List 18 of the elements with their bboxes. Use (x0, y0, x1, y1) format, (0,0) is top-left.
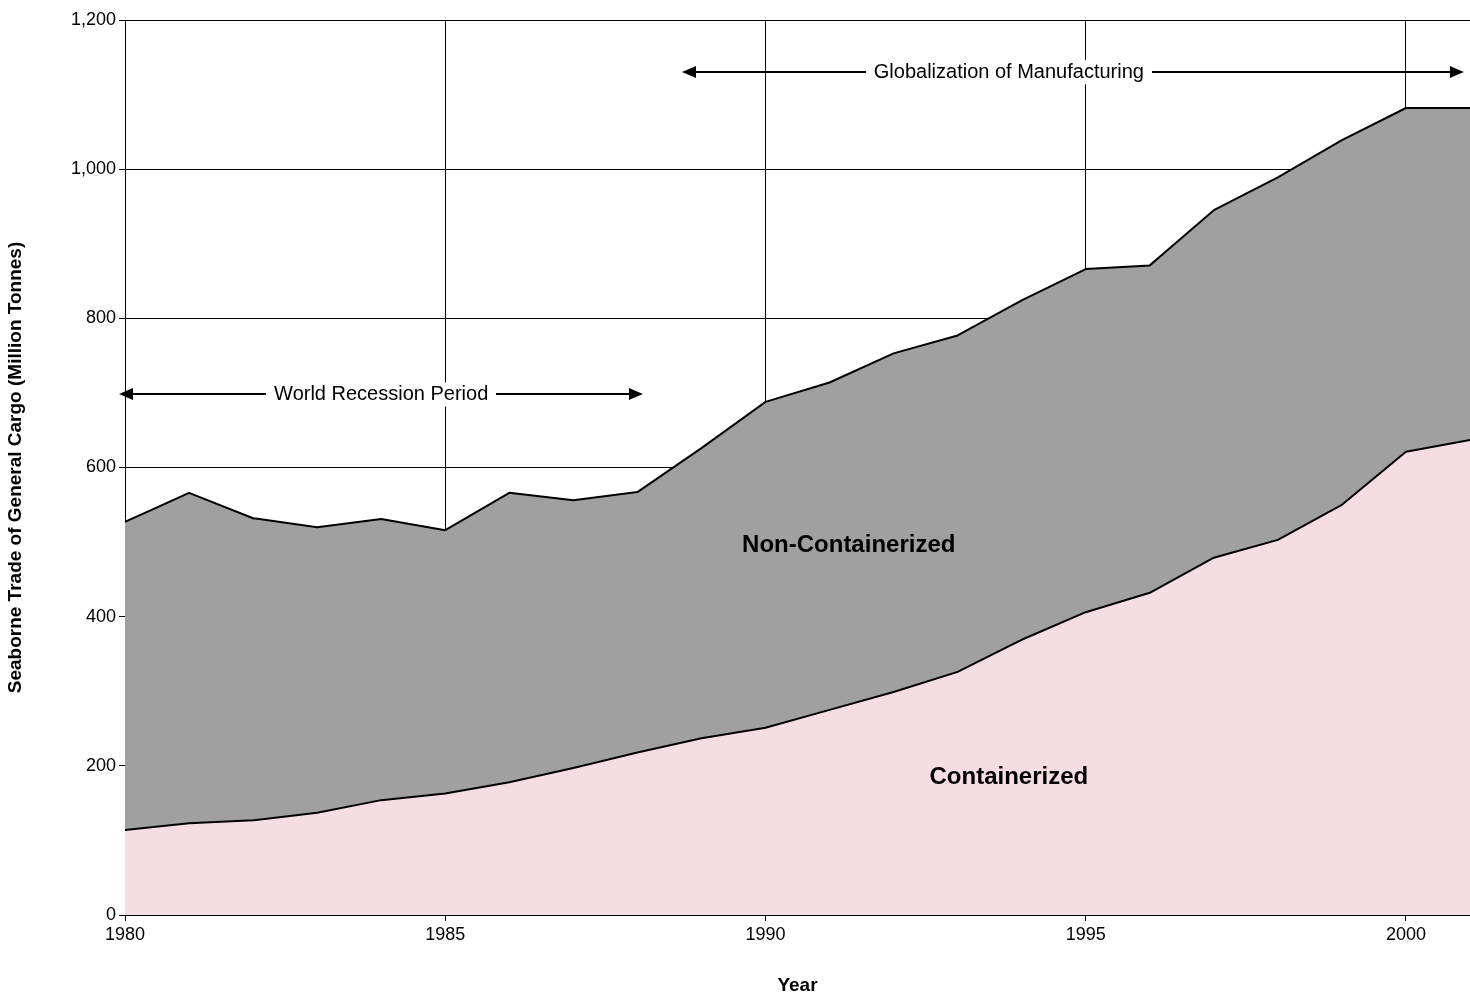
series-label: Non-Containerized (742, 530, 956, 558)
x-tick-label: 1990 (745, 923, 786, 944)
y-tick-label: 400 (85, 605, 116, 626)
y-tick-label: 1,200 (70, 8, 116, 29)
x-tick-label: 1980 (104, 923, 146, 944)
x-tick-label: 2000 (1385, 923, 1426, 944)
y-tick-label: 800 (85, 307, 116, 328)
x-tick-label: 1985 (425, 923, 466, 944)
y-tick-label: 200 (85, 754, 116, 775)
x-axis-title: Year (777, 973, 819, 995)
annotation: Globalization of Manufacturing (873, 59, 1144, 82)
series-label: Containerized (929, 762, 1089, 790)
y-tick-label: 0 (105, 903, 116, 924)
y-tick-label: 600 (85, 456, 116, 477)
annotation: World Recession Period (274, 381, 489, 404)
x-tick-label: 1995 (1065, 923, 1106, 944)
y-tick-label: 1,000 (70, 158, 116, 179)
y-axis-title: Seaborne Trade of General Cargo (Million Tonnes) (3, 241, 25, 694)
